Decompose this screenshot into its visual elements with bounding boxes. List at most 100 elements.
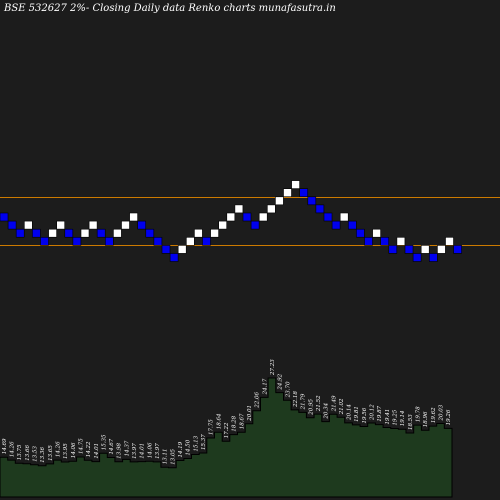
renko-brick-up xyxy=(129,212,138,222)
renko-brick-down xyxy=(250,220,260,230)
renko-brick-up xyxy=(177,245,187,254)
value-label: 20.14 xyxy=(347,404,353,421)
value-label: 19.87 xyxy=(377,405,383,421)
value-label: 23.70 xyxy=(285,381,291,398)
renko-brick-down xyxy=(404,245,414,254)
renko-brick-up xyxy=(23,220,33,230)
value-label: 14.26 xyxy=(56,441,62,457)
renko-brick-down xyxy=(32,228,41,238)
renko-brick-up xyxy=(80,228,90,238)
price-area xyxy=(0,377,453,498)
value-label: 14.50 xyxy=(186,439,192,455)
renko-brick-down xyxy=(323,212,333,222)
renko-brick-down xyxy=(153,237,163,246)
value-label: 14.01 xyxy=(94,443,100,459)
value-label: 20.34 xyxy=(324,402,330,419)
renko-brick-up xyxy=(372,228,381,238)
value-label: 19.26 xyxy=(446,409,452,425)
value-label: 20.95 xyxy=(308,398,314,415)
renko-brick-down xyxy=(0,212,9,222)
renko-brick-up xyxy=(194,228,203,238)
renko-brick-down xyxy=(145,228,155,238)
reference-lines-layer xyxy=(0,197,500,246)
renko-brick-down xyxy=(137,220,146,230)
value-label: 14.19 xyxy=(178,441,184,457)
renko-brick-up xyxy=(56,220,66,230)
value-label: 21.02 xyxy=(339,398,345,415)
renko-brick-down xyxy=(40,237,49,246)
value-label: 24.17 xyxy=(262,378,268,395)
renko-brick-down xyxy=(7,220,17,230)
renko-brick-down xyxy=(307,196,317,206)
value-label: 14.06 xyxy=(147,442,153,458)
renko-brick-down xyxy=(331,220,341,230)
value-label: 13.97 xyxy=(155,443,161,459)
renko-brick-up xyxy=(445,237,454,246)
value-label: 15.13 xyxy=(193,435,199,451)
renko-brick-up xyxy=(266,204,276,214)
value-label: 14.01 xyxy=(140,443,146,459)
renko-brick-up xyxy=(121,220,130,230)
renko-brick-down xyxy=(15,228,25,238)
value-label: 18.28 xyxy=(232,415,238,431)
value-label: 13.75 xyxy=(17,444,23,460)
value-label: 13.95 xyxy=(63,443,69,459)
value-label: 21.49 xyxy=(331,395,337,412)
value-label: 13.36 xyxy=(40,446,46,462)
price-area-layer xyxy=(0,377,453,498)
renko-brick-up xyxy=(88,220,98,230)
value-label: 14.26 xyxy=(10,441,16,457)
renko-brick-down xyxy=(412,253,422,262)
value-label: 27.23 xyxy=(270,359,276,376)
renko-brick-up xyxy=(420,245,430,254)
renko-brick-up xyxy=(258,212,268,222)
chart-title: BSE 532627 2%- Closing Daily data Renko … xyxy=(4,3,336,14)
renko-brick-up xyxy=(339,212,349,222)
renko-brick-down xyxy=(388,245,398,254)
value-label: 18.64 xyxy=(216,413,222,429)
value-label: 15.37 xyxy=(201,434,207,450)
value-label: 14.37 xyxy=(124,440,130,456)
renko-brick-down xyxy=(347,220,357,230)
value-label: 13.98 xyxy=(117,443,123,459)
renko-brick-up xyxy=(226,212,236,222)
value-label: 13.97 xyxy=(132,443,138,459)
value-label: 19.78 xyxy=(416,406,422,422)
value-label: 18.96 xyxy=(423,411,429,427)
value-label: 19.25 xyxy=(393,409,399,425)
renko-brick-up xyxy=(210,228,219,238)
renko-brick-down xyxy=(242,212,252,222)
renko-brick-down xyxy=(105,237,114,246)
value-label: 17.22 xyxy=(224,422,230,438)
value-label: 20.03 xyxy=(439,404,445,421)
renko-brick-up xyxy=(437,245,446,254)
renko-brick-up xyxy=(291,180,300,189)
renko-brick-down xyxy=(299,188,309,197)
renko-brick-up xyxy=(113,228,122,238)
renko-bricks-layer xyxy=(0,180,462,262)
renko-brick-down xyxy=(161,245,171,254)
value-label: 22.18 xyxy=(293,391,299,408)
value-label: 19.56 xyxy=(362,407,368,423)
value-label: 14.06 xyxy=(71,442,77,458)
value-labels-layer: 14.69 14.26 13.75 13.66 13.53 13.36 13.65 14.26… xyxy=(2,359,452,465)
value-label: 13.11 xyxy=(163,449,169,465)
renko-brick-down xyxy=(169,253,179,262)
value-label: 20.01 xyxy=(247,405,253,422)
value-label: 20.12 xyxy=(370,404,376,421)
value-label: 13.65 xyxy=(48,445,54,461)
value-label: 18.53 xyxy=(408,414,414,430)
renko-brick-up xyxy=(283,188,292,197)
renko-brick-up xyxy=(48,228,57,238)
renko-brick-down xyxy=(364,237,373,246)
value-label: 14.69 xyxy=(2,438,8,454)
value-label: 13.66 xyxy=(25,445,31,461)
value-label: 14.67 xyxy=(109,438,115,454)
renko-brick-down xyxy=(202,237,211,246)
value-label: 17.75 xyxy=(209,419,215,435)
value-label: 24.92 xyxy=(278,373,284,390)
value-label: 21.79 xyxy=(301,393,307,410)
value-label: 15.35 xyxy=(101,434,107,450)
